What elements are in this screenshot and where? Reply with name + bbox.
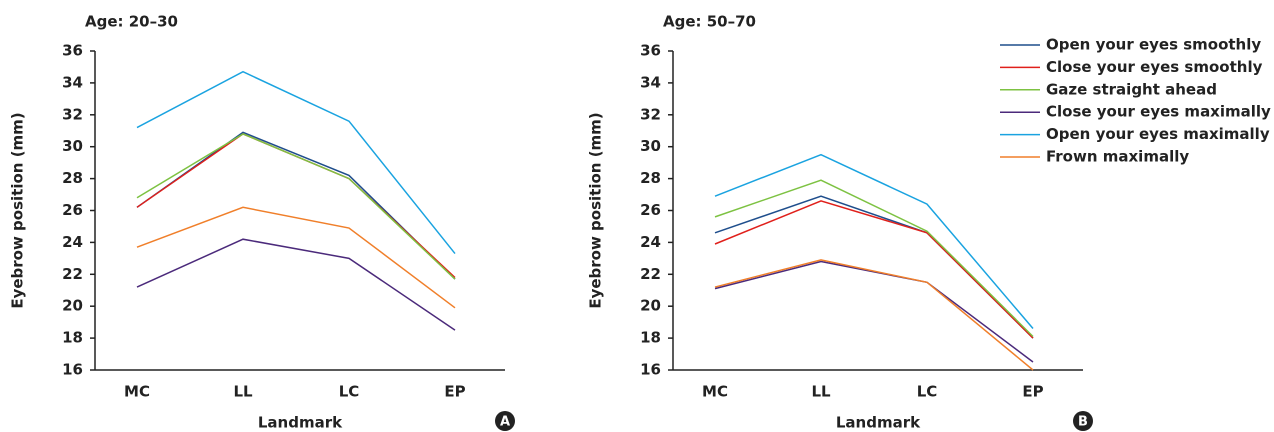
panel-badge [495, 411, 515, 431]
x-tick-label: LL [233, 383, 253, 401]
y-tick-label: 18 [62, 329, 83, 347]
x-tick-label: LL [811, 383, 831, 401]
legend-label: Frown maximally [1046, 148, 1189, 166]
series-line [714, 153, 1034, 330]
y-tick-label: 20 [62, 297, 83, 315]
panel-label: B [1078, 415, 1088, 430]
y-tick-label: 24 [62, 233, 83, 251]
x-tick-label: MC [124, 383, 150, 401]
series-line [714, 260, 1034, 363]
y-tick-label: 22 [640, 265, 661, 283]
series-line [136, 70, 456, 255]
y-tick-label: 26 [62, 201, 83, 219]
chart-title: Age: 50–70 [663, 13, 756, 31]
y-tick-label: 36 [640, 42, 661, 60]
x-axis-label: Landmark [836, 414, 921, 432]
panel-badge [1073, 411, 1093, 431]
series-line [136, 206, 456, 309]
y-tick-label: 24 [640, 233, 661, 251]
legend-label: Open your eyes smoothly [1046, 36, 1261, 54]
series-line [136, 131, 456, 280]
legend-label: Close your eyes smoothly [1046, 58, 1263, 76]
series-line [714, 259, 1034, 371]
y-tick-label: 32 [640, 105, 661, 123]
x-tick-label: LC [339, 383, 360, 401]
x-tick-label: MC [702, 383, 728, 401]
y-tick-label: 26 [640, 201, 661, 219]
series-line [714, 179, 1034, 338]
series-line [136, 238, 456, 331]
y-tick-label: 16 [62, 361, 83, 379]
y-tick-label: 28 [640, 169, 661, 187]
y-tick-label: 36 [62, 42, 83, 60]
x-tick-label: LC [917, 383, 938, 401]
y-tick-label: 34 [62, 73, 83, 91]
x-tick-label: EP [1022, 383, 1043, 401]
y-tick-label: 34 [640, 73, 661, 91]
y-tick-label: 32 [62, 105, 83, 123]
y-tick-label: 28 [62, 169, 83, 187]
y-tick-label: 18 [640, 329, 661, 347]
legend-label: Close your eyes maximally [1046, 103, 1271, 121]
x-tick-label: EP [444, 383, 465, 401]
series-line [136, 133, 456, 280]
legend-label: Gaze straight ahead [1046, 80, 1217, 98]
y-axis-label: Eyebrow position (mm) [9, 112, 27, 308]
y-tick-label: 22 [62, 265, 83, 283]
y-tick-label: 30 [62, 137, 83, 155]
chart-title: Age: 20–30 [85, 13, 178, 31]
series-line [714, 200, 1034, 339]
y-tick-label: 30 [640, 137, 661, 155]
y-tick-label: 20 [640, 297, 661, 315]
legend-label: Open your eyes maximally [1046, 125, 1270, 143]
panel-label: A [500, 415, 510, 430]
y-tick-label: 16 [640, 361, 661, 379]
x-axis-label: Landmark [258, 414, 343, 432]
y-axis-label: Eyebrow position (mm) [587, 112, 605, 308]
